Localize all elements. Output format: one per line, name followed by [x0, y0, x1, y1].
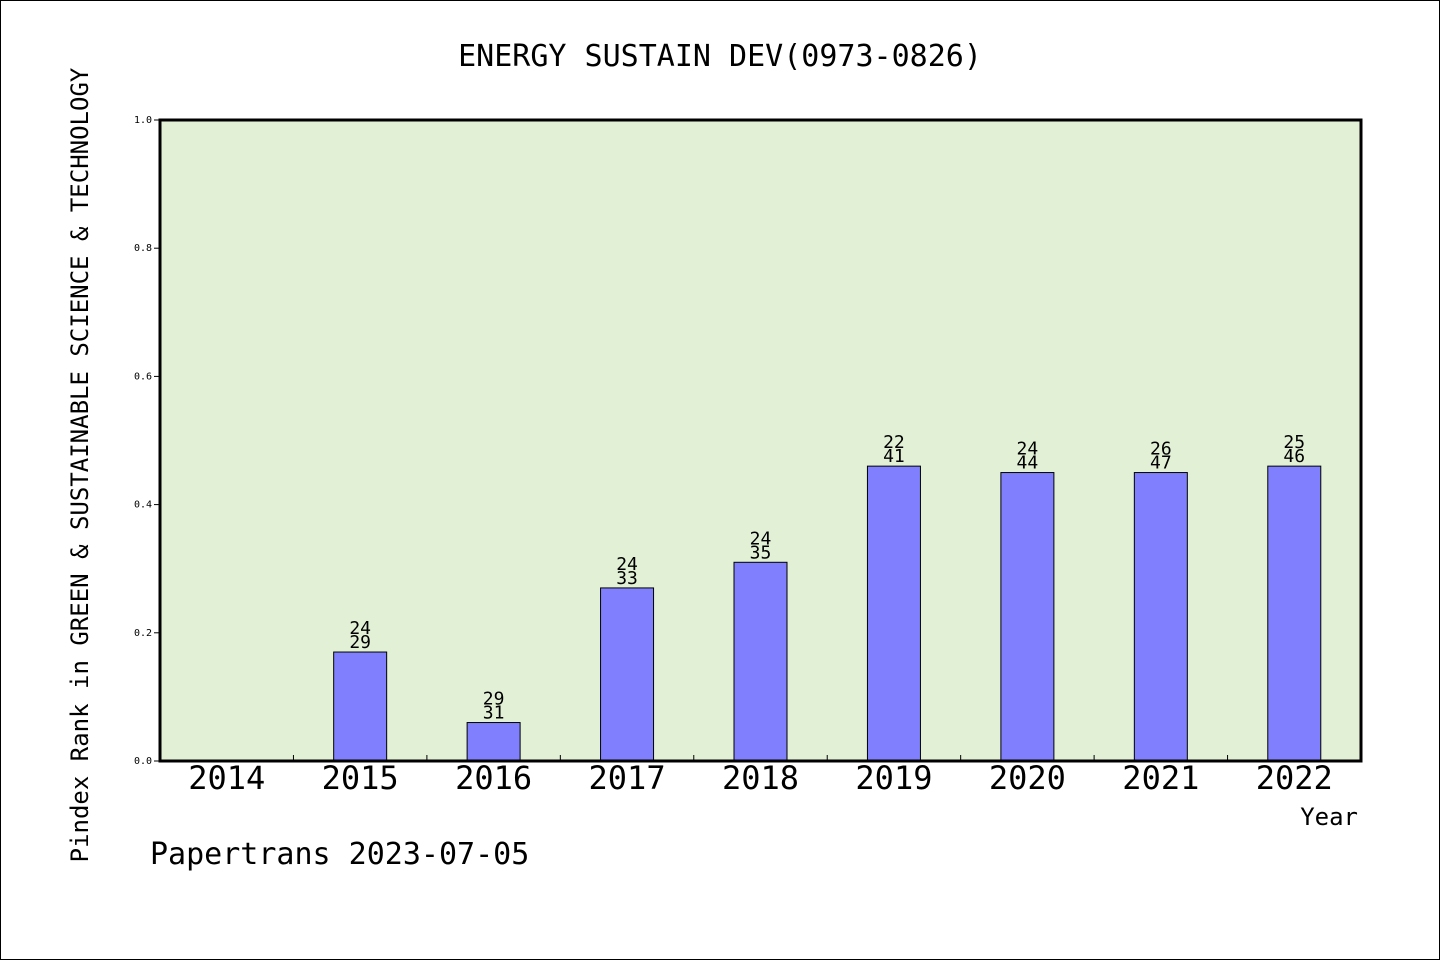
- x-tick-label: 2020: [989, 759, 1066, 797]
- y-tick-label: 1.0: [134, 115, 152, 126]
- bar-2016: [466, 722, 521, 762]
- x-tick-label: 2021: [1122, 759, 1199, 797]
- y-tick-label: 0.2: [134, 628, 152, 639]
- data-label-top: 24: [349, 618, 371, 639]
- y-tick-label: 0.0: [134, 756, 152, 767]
- x-tick-label: 2022: [1256, 759, 1333, 797]
- x-tick-label: 2016: [455, 759, 532, 797]
- x-tick-label: 2017: [589, 759, 666, 797]
- data-label-top: 24: [1017, 439, 1039, 460]
- data-label-bottom: 44: [1017, 453, 1039, 474]
- bar-2015: [333, 651, 388, 762]
- x-tick-label: 2014: [188, 759, 265, 797]
- data-label-bottom: 35: [750, 542, 772, 563]
- data-label-top: 25: [1283, 432, 1305, 453]
- y-ticks-group: 0.0 0.2 0.4 0.6 0.8 1.0: [134, 115, 160, 767]
- bar-2021: [1133, 472, 1188, 762]
- chart-title: ENERGY SUSTAIN DEV(0973-0826): [458, 39, 982, 74]
- x-tick-label: 2018: [722, 759, 799, 797]
- data-label-top: 29: [483, 689, 505, 710]
- bar-2022: [1267, 465, 1322, 762]
- x-tick-label: 2015: [322, 759, 399, 797]
- bar-2017: [600, 587, 655, 762]
- data-label-top: 22: [883, 432, 905, 453]
- data-label-top: 24: [750, 528, 772, 549]
- x-tick-label: 2019: [855, 759, 932, 797]
- data-label-bottom: 47: [1150, 453, 1172, 474]
- x-axis-label: Year: [1300, 803, 1358, 831]
- footer-credit: Papertrans 2023-07-05: [150, 837, 529, 872]
- data-label-top: 26: [1150, 439, 1172, 460]
- x-ticks-group: 2014 2015 2016 2017 2018 2019 2020 2021 2022: [188, 755, 1333, 797]
- y-tick-label: 0.8: [134, 243, 152, 254]
- data-label-bottom: 29: [349, 632, 371, 653]
- plot-border: [158, 118, 1363, 763]
- data-label-bottom: 31: [483, 703, 505, 724]
- bar-2019: [866, 465, 921, 762]
- y-tick-label: 0.4: [134, 500, 152, 511]
- y-axis-label: Pindex Rank in GREEN & SUSTAINABLE SCIEN…: [66, 67, 94, 862]
- bar-2020: [1000, 472, 1055, 762]
- bar-2018: [733, 561, 788, 762]
- data-label-bottom: 46: [1283, 446, 1305, 467]
- data-label-bottom: 33: [616, 568, 638, 589]
- data-label-bottom: 41: [883, 446, 905, 467]
- y-tick-label: 0.6: [134, 371, 152, 382]
- data-label-top: 24: [616, 554, 638, 575]
